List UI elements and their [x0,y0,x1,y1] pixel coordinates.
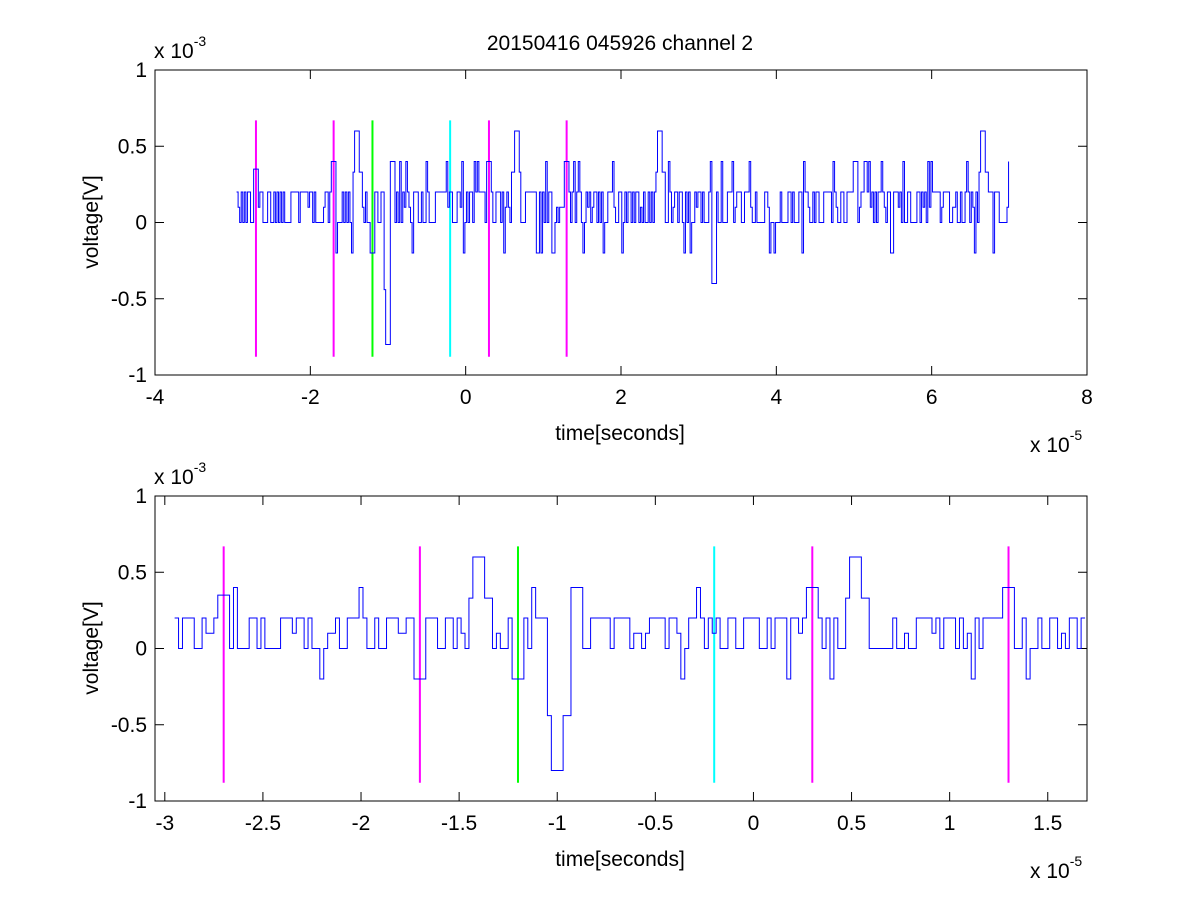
x-tick-label: 0.5 [837,812,866,835]
y-tick-label: -0.5 [111,288,147,311]
voltage-trace [236,130,1010,345]
y-axis-label-bottom: voltage[V] [80,601,103,694]
x-tick-label: -2.5 [245,812,281,835]
plot-bottom: -3 -2.5 -2 -1.5 -1 -0.5 0 0.5 1 1.5 -1 -0.5 0 0.5 1 t… [80,459,1088,883]
y-ticks-top: -1 -0.5 0 0.5 1 [111,59,1087,387]
x-tick-label: 0 [460,386,472,409]
x-exponent-power-top: -5 [1070,427,1083,443]
x-tick-label: -1 [548,812,567,835]
axes-box-bottom [154,495,1088,802]
series-top [236,130,1010,345]
y-tick-label: -1 [128,790,147,813]
y-tick-label: 0.5 [118,135,147,158]
x-axis-label-bottom: time[seconds] [555,848,685,871]
x-exponent-top: x 10-5 [1030,427,1082,457]
y-tick-label: 1 [135,485,147,508]
y-exponent-power-bottom: -3 [194,459,207,475]
y-exponent-base-top: x 10 [154,40,194,63]
x-exponent-base-top: x 10 [1030,434,1070,457]
x-axis-label-top: time[seconds] [555,422,685,445]
x-tick-label: 6 [926,386,938,409]
figure-title: 20150416 045926 channel 2 [487,32,753,55]
y-tick-label: 0 [135,638,147,661]
x-tick-label: -2 [301,386,320,409]
plot-top: -4 -2 0 2 4 6 8 -1 -0.5 0 0.5 1 time[seconds] volt… [80,33,1093,457]
y-exponent-power-top: -3 [194,33,207,49]
x-tick-label: -0.5 [637,812,673,835]
x-ticks-top: -4 -2 0 2 4 6 8 [146,70,1093,409]
y-tick-label: 0 [135,212,147,235]
y-tick-label: -1 [128,364,147,387]
x-tick-label: 1.5 [1033,812,1062,835]
x-exponent-bottom: x 10-5 [1030,853,1082,883]
x-tick-label: -3 [155,812,174,835]
y-tick-label: 0.5 [118,561,147,584]
y-axis-label-top: voltage[V] [80,175,103,268]
x-ticks-bottom: -3 -2.5 -2 -1.5 -1 -0.5 0 0.5 1 1.5 [155,496,1062,835]
y-ticks-bottom: -1 -0.5 0 0.5 1 [111,485,1087,813]
x-tick-label: -2 [352,812,371,835]
markers-bottom [222,546,1010,783]
x-exponent-base-bottom: x 10 [1030,860,1070,883]
y-exponent-top: x 10-3 [154,33,206,63]
x-tick-label: 1 [944,812,956,835]
y-exponent-bottom: x 10-3 [154,459,206,489]
x-tick-label: -4 [146,386,165,409]
markers-top [254,120,568,357]
x-tick-label: 4 [770,386,782,409]
y-tick-label: -0.5 [111,714,147,737]
x-tick-label: -1.5 [441,812,477,835]
x-tick-label: 2 [615,386,627,409]
y-exponent-base-bottom: x 10 [154,466,194,489]
voltage-trace [174,556,1086,771]
x-tick-label: 8 [1081,386,1093,409]
series-bottom [174,556,1086,771]
y-tick-label: 1 [135,59,147,82]
x-tick-label: 0 [748,812,760,835]
axes-box-top [154,69,1088,376]
x-exponent-power-bottom: -5 [1070,853,1083,869]
